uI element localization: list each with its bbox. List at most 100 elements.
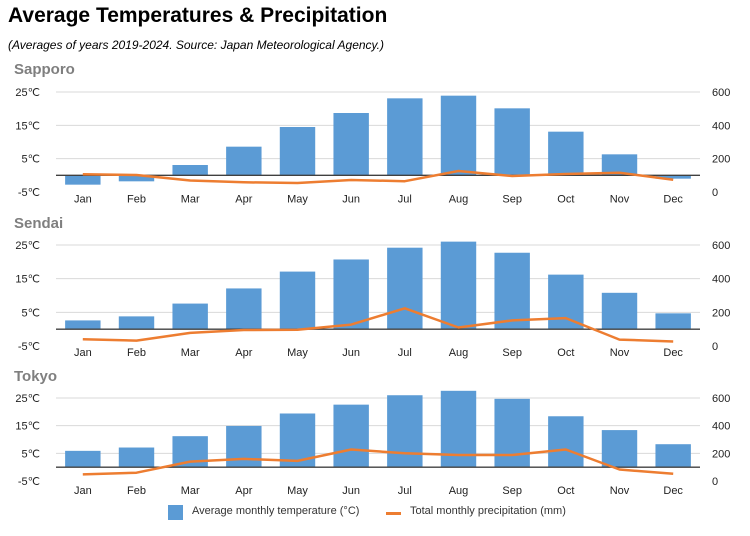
sendai-temp-bar	[333, 259, 369, 330]
sapporo-left-tick-label: 15℃	[15, 120, 40, 132]
sapporo-temp-bar	[226, 146, 262, 176]
sendai-temp-bar	[279, 271, 316, 330]
sendai-right-tick-label: 0	[712, 341, 718, 353]
tokyo-month-label: Mar	[181, 485, 200, 497]
sendai-month-label: Nov	[610, 347, 630, 359]
sendai-temp-bar	[548, 274, 584, 330]
sapporo-month-label: Feb	[127, 193, 146, 205]
tokyo-month-label: Jul	[398, 485, 412, 497]
sendai-month-label: Dec	[663, 347, 683, 359]
sapporo-temp-bar	[494, 108, 530, 176]
sendai-left-tick-label: 25℃	[15, 240, 40, 252]
sapporo-month-label: Apr	[235, 193, 252, 205]
sendai-left-tick-label: 5℃	[22, 307, 40, 319]
tokyo-right-tick-label: 600	[712, 393, 730, 405]
sapporo-left-tick-label: -5℃	[18, 187, 40, 199]
sendai-month-label: Feb	[127, 347, 146, 359]
sapporo-month-label: Mar	[181, 193, 200, 205]
sapporo-temp-bar	[118, 175, 155, 182]
sendai-temp-bar	[655, 313, 691, 330]
tokyo-month-label: Jan	[74, 485, 92, 497]
tokyo-temp-bar	[226, 425, 262, 468]
sendai-precip-line	[82, 307, 674, 343]
sapporo-temp-bar	[387, 98, 423, 176]
tokyo-temp-bar	[333, 404, 369, 468]
sapporo-temp-bar	[655, 175, 691, 179]
sapporo-month-label: Nov	[610, 193, 630, 205]
tokyo-month-label: Oct	[557, 485, 574, 497]
tokyo-month-label: Apr	[235, 485, 252, 497]
legend: Average monthly temperature (°C) Total m…	[0, 502, 750, 526]
tokyo-month-label: Feb	[127, 485, 146, 497]
sapporo-left-tick-label: 5℃	[22, 154, 40, 166]
chart-subtitle: (Averages of years 2019-2024. Source: Ja…	[8, 38, 384, 52]
tokyo-temp-bar	[65, 450, 101, 468]
legend-precipitation-swatch	[386, 512, 401, 515]
legend-precipitation-label: Total monthly precipitation (mm)	[410, 505, 566, 517]
sapporo-left-tick-label: 25℃	[15, 87, 40, 99]
sapporo-month-label: Oct	[557, 193, 574, 205]
tokyo-month-label: Nov	[610, 485, 630, 497]
sendai-month-label: Aug	[449, 347, 469, 359]
sendai-temp-bar	[65, 320, 101, 330]
sapporo-right-tick-label: 200	[712, 154, 730, 166]
sendai-temp-bar	[440, 241, 477, 330]
sendai-month-label: Oct	[557, 347, 574, 359]
tokyo-panel-title: Tokyo	[14, 368, 57, 385]
sendai-right-tick-label: 400	[712, 274, 730, 286]
sapporo-month-label: Sep	[502, 193, 522, 205]
tokyo-right-tick-label: 0	[712, 476, 718, 488]
tokyo-temp-bar	[494, 398, 530, 468]
sendai-right-tick-label: 200	[712, 307, 730, 319]
sapporo-precip-line	[82, 169, 674, 185]
sendai-month-label: Apr	[235, 347, 252, 359]
sendai-temp-bar	[494, 252, 530, 330]
tokyo-temp-bar	[655, 444, 691, 468]
sendai-month-label: Jan	[74, 347, 92, 359]
sendai-left-tick-label: 15℃	[15, 274, 40, 286]
sendai-temp-bar	[387, 247, 423, 330]
sendai-temp-bar	[601, 292, 638, 330]
sendai-temp-bar	[172, 303, 208, 330]
legend-temperature-swatch	[168, 505, 183, 520]
legend-temperature-label: Average monthly temperature (°C)	[192, 505, 360, 517]
sapporo-month-label: Jul	[398, 193, 412, 205]
sendai-month-label: Jun	[342, 347, 360, 359]
tokyo-month-label: Dec	[663, 485, 683, 497]
tokyo-precip-line	[82, 448, 674, 476]
sendai-month-label: Mar	[181, 347, 200, 359]
sapporo-right-tick-label: 600	[712, 87, 730, 99]
tokyo-temp-bar	[118, 447, 155, 468]
tokyo-right-tick-label: 400	[712, 421, 730, 433]
sapporo-temp-bar	[65, 175, 101, 185]
sendai-left-tick-label: -5℃	[18, 341, 40, 353]
tokyo-right-tick-label: 200	[712, 448, 730, 460]
sapporo-right-tick-label: 0	[712, 187, 718, 199]
sapporo-panel-title: Sapporo	[14, 61, 75, 78]
chart-title: Average Temperatures & Precipitation	[8, 4, 388, 27]
sendai-panel-title: Sendai	[14, 215, 63, 232]
sapporo-right-tick-label: 400	[712, 120, 730, 132]
sendai-right-tick-label: 600	[712, 240, 730, 252]
sapporo-month-label: Aug	[449, 193, 469, 205]
sapporo-temp-bar	[548, 131, 584, 176]
tokyo-temp-bar	[548, 416, 584, 468]
tokyo-left-tick-label: 15℃	[15, 421, 40, 433]
sendai-temp-bar	[226, 288, 262, 330]
tokyo-month-label: May	[287, 485, 308, 497]
sapporo-temp-bar	[440, 95, 477, 176]
sapporo-month-label: Jan	[74, 193, 92, 205]
sapporo-temp-bar	[333, 113, 369, 176]
sapporo-month-label: Dec	[663, 193, 683, 205]
sendai-month-label: Jul	[398, 347, 412, 359]
sendai-temp-bar	[118, 316, 155, 330]
tokyo-left-tick-label: 5℃	[22, 448, 40, 460]
tokyo-temp-bar	[387, 395, 423, 468]
tokyo-left-tick-label: -5℃	[18, 476, 40, 488]
tokyo-month-label: Sep	[502, 485, 522, 497]
sendai-month-label: Sep	[502, 347, 522, 359]
tokyo-temp-bar	[601, 430, 638, 468]
sendai-month-label: May	[287, 347, 308, 359]
sapporo-temp-bar	[279, 127, 316, 176]
tokyo-left-tick-label: 25℃	[15, 393, 40, 405]
